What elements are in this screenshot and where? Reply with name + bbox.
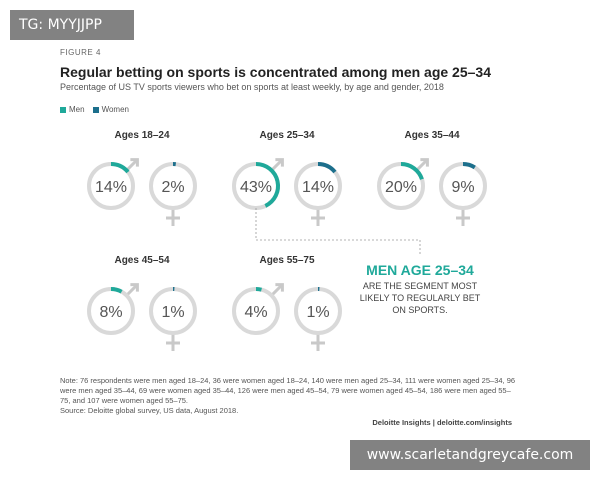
donut-segment-women [317, 162, 337, 174]
age-group-label: Ages 55–75 [259, 255, 314, 266]
callout-connector [255, 208, 421, 256]
legend-label-women: Women [101, 105, 129, 114]
value-label: 4% [244, 304, 267, 321]
value-label: 1% [306, 304, 329, 321]
callout-line: ARE THE SEGMENT MOST [362, 281, 478, 291]
male-symbol-icon [125, 158, 139, 172]
donut-segment-men [110, 162, 130, 174]
male-symbol-icon [270, 158, 284, 172]
credit: Deloitte Insights | deloitte.com/insight… [372, 418, 512, 427]
chart-title: Regular betting on sports is concentrate… [60, 64, 491, 80]
value-label: 9% [451, 179, 474, 196]
watermark-bottom: www.scarletandgreycafe.com [350, 440, 590, 470]
age-group-label: Ages 18–24 [114, 130, 169, 141]
donut-segment-women [462, 162, 476, 170]
legend-item-men: Men [60, 105, 85, 114]
chart-subtitle: Percentage of US TV sports viewers who b… [60, 82, 444, 92]
value-label: 8% [99, 304, 122, 321]
male-arrowhead-icon [130, 158, 139, 167]
male-symbol-icon [415, 158, 429, 172]
value-label: 14% [302, 179, 334, 196]
footnote: Note: 76 respondents were men aged 18–24… [60, 376, 520, 416]
value-label: 20% [385, 179, 417, 196]
source-text: Source: Deloitte global survey, US data,… [60, 406, 239, 415]
legend-item-women: Women [92, 105, 129, 114]
male-symbol-icon [125, 283, 139, 297]
callout-line: ON SPORTS. [392, 305, 448, 315]
male-symbol-icon [270, 283, 284, 297]
legend-swatch-women [92, 106, 99, 113]
age-group-label: Ages 35–44 [404, 130, 459, 141]
legend-swatch-men [60, 106, 66, 113]
value-label: 14% [95, 179, 127, 196]
legend: Men Women [60, 105, 129, 114]
note-text: Note: 76 respondents were men aged 18–24… [60, 376, 516, 405]
male-arrowhead-icon [420, 158, 429, 167]
callout-body: ARE THE SEGMENT MOST LIKELY TO REGULARLY… [358, 280, 482, 316]
donut-segment-men [400, 162, 424, 180]
value-label: 43% [240, 179, 272, 196]
figure-label: FIGURE 4 [60, 48, 101, 57]
age-group-label: Ages 45–54 [114, 255, 169, 266]
donut-segment-men [255, 287, 262, 292]
age-group-label: Ages 25–34 [259, 130, 314, 141]
donut-segment-men [110, 287, 123, 294]
male-arrowhead-icon [275, 283, 284, 292]
watermark-top: TG: MYYJJPP [10, 10, 134, 40]
male-arrowhead-icon [130, 283, 139, 292]
callout: MEN AGE 25–34 ARE THE SEGMENT MOST LIKEL… [358, 262, 482, 316]
callout-line: LIKELY TO REGULARLY BET [359, 293, 481, 303]
donut-segment-men [255, 162, 280, 208]
legend-label-men: Men [69, 105, 85, 114]
value-label: 1% [161, 304, 184, 321]
value-label: 2% [161, 179, 184, 196]
male-arrowhead-icon [275, 158, 284, 167]
callout-heading: MEN AGE 25–34 [366, 262, 474, 278]
